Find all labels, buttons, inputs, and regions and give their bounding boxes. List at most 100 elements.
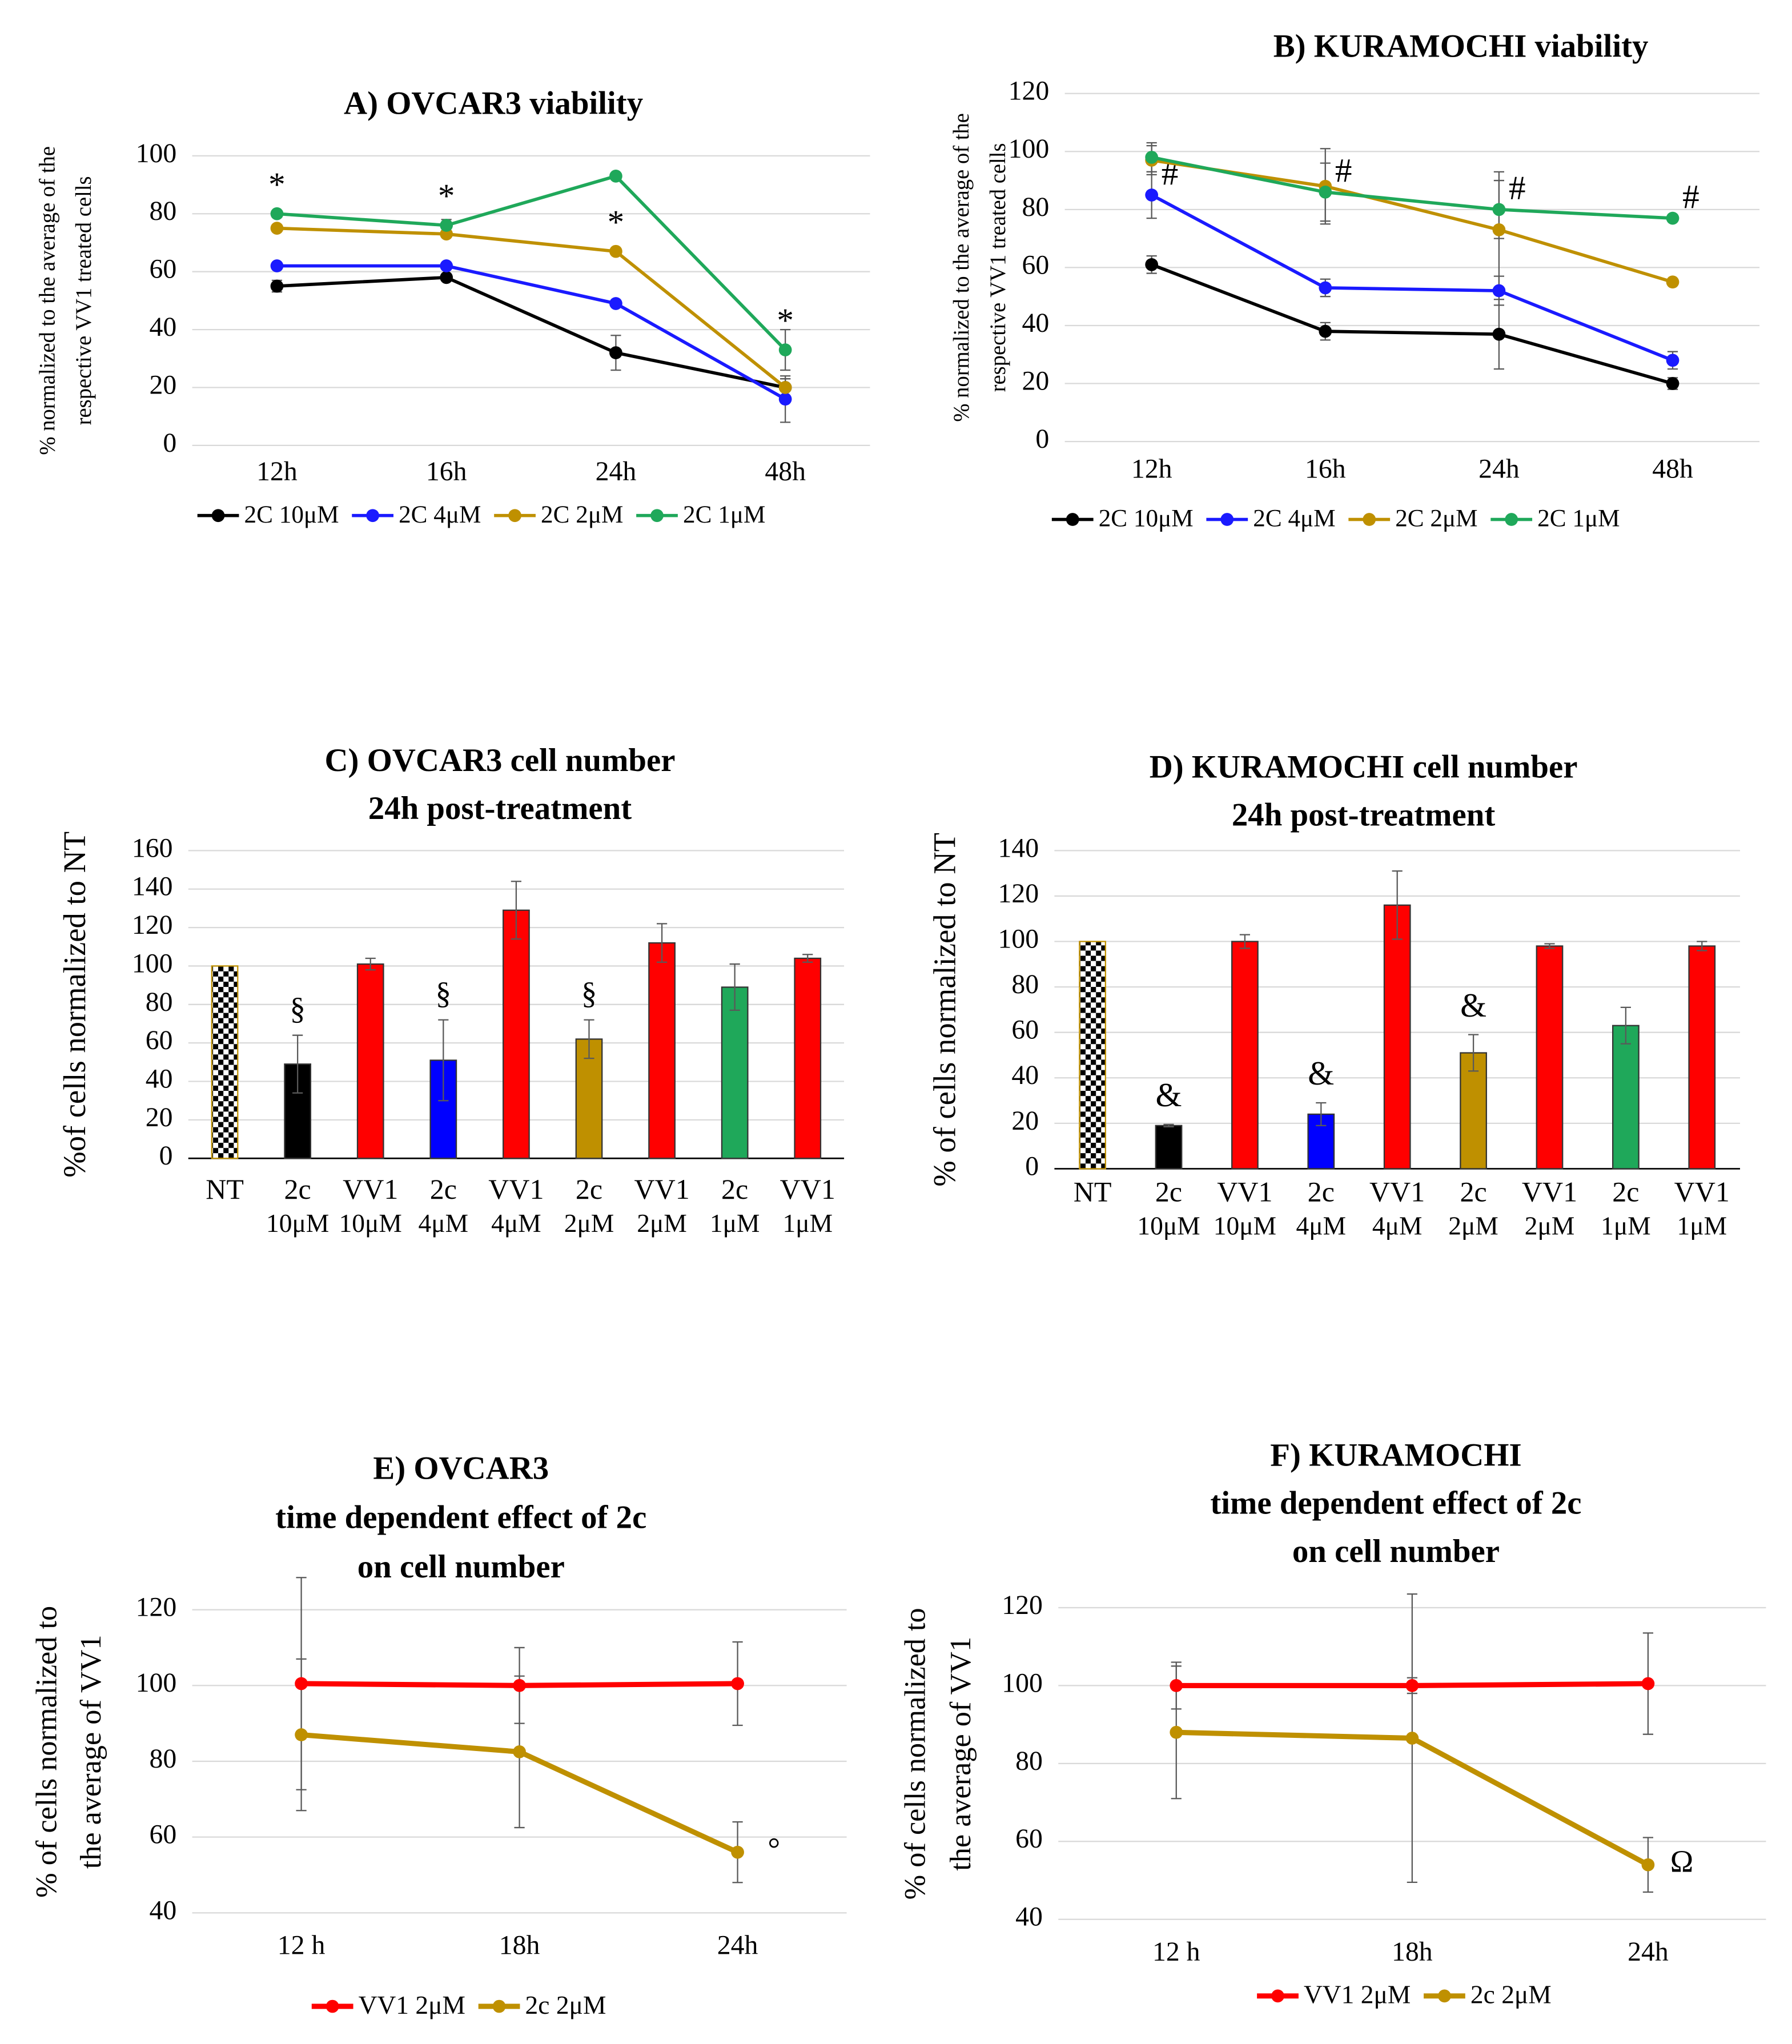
y-tick-label: 60 xyxy=(150,254,177,284)
y-tick-label: 120 xyxy=(1008,76,1050,106)
error-bar xyxy=(729,963,740,1011)
significance-marker: # xyxy=(1682,178,1699,215)
data-point xyxy=(1145,258,1159,271)
y-tick-label: 80 xyxy=(1022,192,1050,222)
series-line xyxy=(1151,193,1674,362)
data-point xyxy=(270,259,284,272)
y-tick-label: 80 xyxy=(146,987,173,1017)
x-tick-label: 2c xyxy=(284,1173,311,1205)
bar xyxy=(1536,945,1564,1170)
data-point xyxy=(1492,203,1506,216)
x-tick-label: VV1 xyxy=(488,1173,544,1205)
y-axis-label: the average of VV1 xyxy=(944,1637,977,1871)
error-bar xyxy=(1544,943,1555,949)
series-line xyxy=(1151,263,1673,385)
legend-swatch-dot xyxy=(650,509,664,523)
y-tick-label: 80 xyxy=(1015,1746,1043,1776)
x-tick-label: 2c xyxy=(1460,1175,1486,1207)
legend-swatch-dot xyxy=(1363,513,1376,526)
data-point xyxy=(731,1677,744,1690)
y-tick-label: 60 xyxy=(1015,1824,1043,1854)
data-point xyxy=(731,1845,744,1859)
chart-title: 24h post-treatment xyxy=(1232,797,1495,833)
data-point xyxy=(1145,188,1159,202)
series-line xyxy=(276,275,786,389)
data-point xyxy=(1666,354,1680,367)
y-tick-label: 60 xyxy=(146,1025,173,1055)
data-point xyxy=(270,207,284,220)
error-bar xyxy=(292,1034,303,1094)
legend-label: 2C 10μM xyxy=(1099,505,1194,532)
x-tick-label: 24h xyxy=(717,1930,758,1961)
y-tick-label: 0 xyxy=(1025,1151,1039,1181)
data-point xyxy=(1170,1679,1183,1692)
error-bar xyxy=(511,881,522,940)
data-point xyxy=(778,381,792,394)
legend-label: 2C 2μM xyxy=(1395,505,1477,532)
data-point xyxy=(1319,186,1332,199)
x-tick-label: 16h xyxy=(1305,453,1346,484)
legend-label: VV1 2μM xyxy=(359,1990,465,2019)
x-tick-label: 2μM xyxy=(1448,1211,1498,1240)
y-tick-label: 60 xyxy=(150,1820,177,1850)
chart-title: F) KURAMOCHI xyxy=(1270,1437,1521,1473)
error-bar xyxy=(438,1019,449,1102)
x-tick-label: 10μM xyxy=(266,1208,329,1238)
chart-title: 24h post-treatment xyxy=(368,790,632,826)
significance-marker: * xyxy=(777,302,794,339)
y-tick-label: 40 xyxy=(150,312,177,342)
legend-label: 2C 10μM xyxy=(244,501,339,528)
bar xyxy=(1079,941,1106,1170)
significance-marker: * xyxy=(268,165,286,203)
x-tick-label: VV1 xyxy=(1522,1175,1577,1207)
data-point xyxy=(778,343,792,356)
legend-swatch-dot xyxy=(492,1999,506,2013)
data-point xyxy=(1319,281,1332,295)
x-tick-label: 24h xyxy=(596,456,637,487)
data-point xyxy=(609,346,622,360)
legend-label: VV1 2μM xyxy=(1304,1980,1411,2009)
bar xyxy=(1612,1025,1640,1170)
error-bar xyxy=(1620,1006,1631,1045)
x-tick-label: VV1 xyxy=(1674,1175,1730,1207)
bar xyxy=(794,957,822,1159)
x-tick-label: 2c xyxy=(430,1173,457,1205)
error-bar xyxy=(1468,1034,1479,1072)
error-bar xyxy=(1239,934,1250,949)
chart-title: E) OVCAR3 xyxy=(373,1450,549,1486)
y-tick-label: 100 xyxy=(998,923,1039,954)
y-axis-label: % normalized to the average of the xyxy=(950,113,974,422)
legend-swatch-dot xyxy=(1505,513,1518,526)
x-tick-label: 10μM xyxy=(1214,1211,1276,1240)
x-tick-label: 1μM xyxy=(1601,1211,1651,1240)
error-bar xyxy=(802,954,813,963)
y-tick-label: 160 xyxy=(132,833,173,863)
y-tick-label: 80 xyxy=(150,1744,177,1774)
data-point xyxy=(1641,1677,1655,1690)
x-tick-label: 24h xyxy=(1478,453,1520,484)
y-tick-label: 120 xyxy=(132,910,173,940)
data-point xyxy=(1666,211,1680,225)
error-bar xyxy=(1697,941,1707,951)
y-tick-label: 120 xyxy=(136,1592,177,1623)
y-axis-label: respective VV1 treated cells xyxy=(72,176,96,425)
y-tick-label: 20 xyxy=(1022,366,1050,396)
x-tick-label: 1μM xyxy=(710,1208,760,1238)
data-point xyxy=(1666,377,1680,390)
y-tick-label: 20 xyxy=(1011,1106,1039,1136)
y-tick-label: 120 xyxy=(1002,1590,1043,1620)
data-point xyxy=(295,1728,308,1741)
data-point xyxy=(270,279,284,293)
x-tick-label: VV1 xyxy=(1217,1175,1272,1207)
bar xyxy=(1383,904,1411,1170)
legend-label: 2C 1μM xyxy=(683,501,765,528)
y-tick-label: 0 xyxy=(163,428,176,458)
significance-marker: ° xyxy=(768,1832,780,1866)
y-tick-label: 140 xyxy=(998,833,1039,863)
x-tick-label: 12 h xyxy=(1152,1937,1200,1967)
x-tick-label: 2c xyxy=(1308,1175,1335,1207)
data-point xyxy=(1170,1725,1183,1739)
significance-marker: * xyxy=(438,177,455,215)
